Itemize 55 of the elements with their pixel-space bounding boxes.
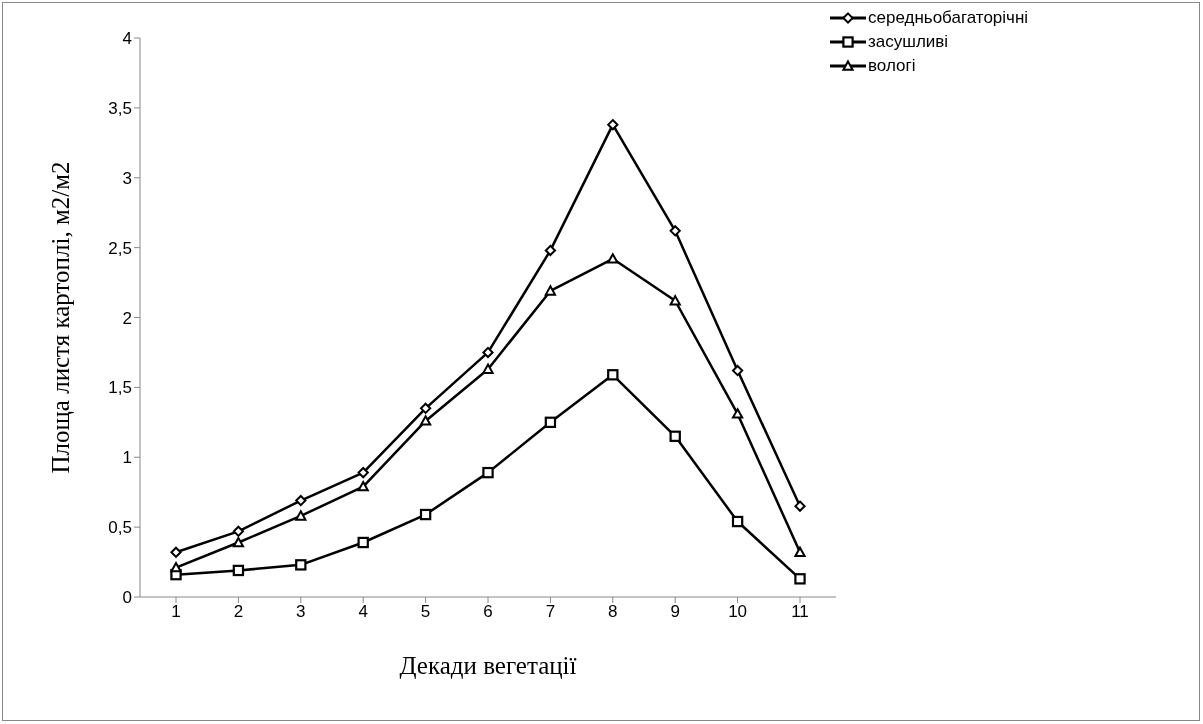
- point: [295, 559, 307, 571]
- point: [232, 536, 244, 548]
- point: [419, 508, 432, 521]
- point: [232, 564, 245, 577]
- x-tick-label: 1: [171, 602, 181, 622]
- x-tick-label: 8: [608, 602, 618, 622]
- point: [544, 285, 556, 296]
- point: [232, 525, 244, 537]
- point: [295, 510, 307, 521]
- point: [420, 415, 432, 426]
- point: [607, 253, 619, 264]
- y-tick-label: 2: [122, 308, 132, 328]
- y-tick-label: 0,5: [108, 518, 132, 538]
- x-tick-label: 10: [728, 602, 748, 622]
- point: [731, 515, 744, 528]
- x-tick-label: 3: [296, 602, 306, 622]
- point: [357, 467, 369, 479]
- y-tick-label: 1: [122, 448, 132, 468]
- y-tick-label: 3,5: [108, 98, 132, 118]
- x-tick-label: 2: [233, 602, 244, 622]
- y-tick-label: 3: [122, 168, 132, 188]
- point: [357, 536, 369, 549]
- point: [732, 408, 744, 419]
- x-tick-label: 11: [791, 602, 809, 622]
- x-tick-label: 6: [483, 602, 493, 622]
- point: [482, 346, 494, 359]
- point: [794, 573, 806, 585]
- point: [669, 295, 681, 306]
- x-axis-title: Декади вегетації: [399, 652, 577, 679]
- point: [669, 225, 681, 237]
- legend-label: середньобагаторічні: [868, 8, 1029, 28]
- y-tick-label: 0: [122, 588, 132, 608]
- point: [607, 369, 619, 381]
- legend-label: вологі: [868, 56, 916, 76]
- point: [170, 546, 182, 558]
- point: [295, 494, 307, 507]
- y-axis-title: Площа листя картоплі, м2/м2: [46, 161, 74, 474]
- x-tick-label: 9: [670, 602, 680, 622]
- point: [669, 430, 681, 442]
- x-tick-label: 4: [358, 602, 368, 622]
- legend-label: засушливі: [868, 32, 949, 52]
- y-tick-label: 4: [122, 29, 132, 49]
- point: [482, 363, 494, 374]
- point: [794, 500, 806, 512]
- point: [170, 562, 182, 573]
- point: [607, 119, 619, 131]
- x-tick-label: 5: [420, 602, 431, 622]
- point: [482, 466, 494, 479]
- x-tick-label: 7: [545, 602, 556, 622]
- point: [420, 402, 432, 414]
- point: [794, 546, 806, 557]
- y-tick-label: 1,5: [108, 378, 132, 398]
- point: [357, 481, 369, 492]
- y-tick-label: 2,5: [108, 238, 132, 258]
- point: [544, 416, 557, 429]
